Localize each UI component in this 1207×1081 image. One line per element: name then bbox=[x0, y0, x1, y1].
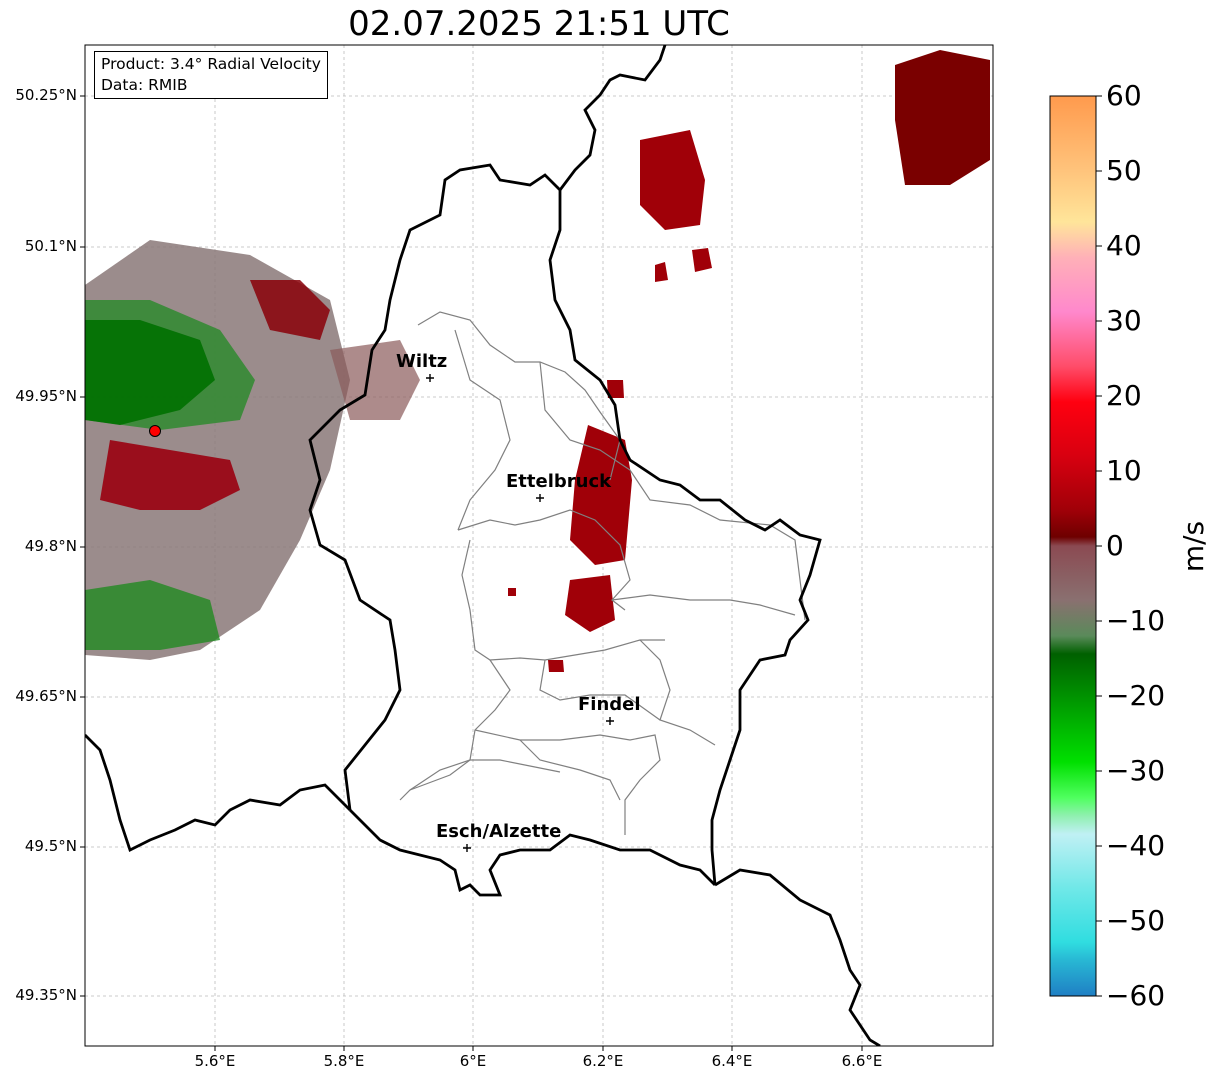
lat-label: 50.25°N bbox=[15, 86, 77, 104]
map-title: 02.07.2025 21:51 UTC bbox=[348, 4, 730, 44]
colorbar-tick-label: −40 bbox=[1106, 829, 1166, 862]
radar-echo-cells bbox=[508, 50, 990, 672]
lon-label: 6.6°E bbox=[841, 1052, 883, 1070]
colorbar-tick-label: 40 bbox=[1106, 229, 1142, 262]
lat-label: 49.35°N bbox=[15, 986, 77, 1004]
axis-ticks bbox=[80, 95, 863, 1051]
lon-label: 5.8°E bbox=[323, 1052, 365, 1070]
city-label-esch: Esch/Alzette bbox=[436, 821, 562, 842]
findel-marker bbox=[606, 717, 614, 725]
lon-label: 6°E bbox=[459, 1052, 487, 1070]
product-label: Product: 3.4° Radial Velocity bbox=[101, 55, 321, 73]
colorbar-tick-label: −60 bbox=[1106, 979, 1166, 1012]
wiltz-marker bbox=[426, 374, 434, 382]
city-label-ettelbruck: Ettelbruck bbox=[506, 471, 612, 492]
plot-frame bbox=[84, 44, 994, 1047]
colorbar-tick-label: −20 bbox=[1106, 679, 1166, 712]
lon-label: 6.2°E bbox=[582, 1052, 624, 1070]
canton-boundaries bbox=[399, 311, 806, 835]
city-label-wiltz: Wiltz bbox=[396, 351, 448, 372]
lon-label: 5.6°E bbox=[194, 1052, 236, 1070]
colorbar-unit-label: m/s bbox=[1177, 520, 1207, 573]
city-label-findel: Findel bbox=[578, 694, 641, 715]
lat-label: 50.1°N bbox=[24, 237, 77, 255]
lat-label: 49.95°N bbox=[15, 387, 77, 405]
colorbar-tick-label: −50 bbox=[1106, 904, 1166, 937]
colorbar-tick-label: 60 bbox=[1106, 79, 1142, 112]
lat-label: 49.65°N bbox=[15, 687, 77, 705]
lon-label: 6.4°E bbox=[711, 1052, 753, 1070]
colorbar-tick-label: 30 bbox=[1106, 304, 1142, 337]
colorbar-tick-label: 0 bbox=[1106, 529, 1124, 562]
colorbar bbox=[1049, 95, 1097, 997]
national-borders bbox=[85, 45, 881, 1046]
esch-marker bbox=[463, 844, 471, 852]
data-source-label: Data: RMIB bbox=[101, 76, 188, 94]
lat-label: 49.5°N bbox=[24, 837, 77, 855]
colorbar-tick-label: 10 bbox=[1106, 454, 1142, 487]
lat-label: 49.8°N bbox=[24, 537, 77, 555]
ettelbruck-marker bbox=[536, 494, 544, 502]
colorbar-tick-label: 50 bbox=[1106, 154, 1142, 187]
radar-site-marker bbox=[149, 425, 161, 437]
radar-echo-near-radar bbox=[85, 240, 420, 660]
colorbar-tick-label: −30 bbox=[1106, 754, 1166, 787]
product-info-box: Product: 3.4° Radial Velocity Data: RMIB bbox=[94, 51, 328, 99]
colorbar-tick-label: −10 bbox=[1106, 604, 1166, 637]
colorbar-tick-label: 20 bbox=[1106, 379, 1142, 412]
colorbar-ticks bbox=[1096, 95, 1102, 997]
city-markers bbox=[426, 374, 614, 852]
